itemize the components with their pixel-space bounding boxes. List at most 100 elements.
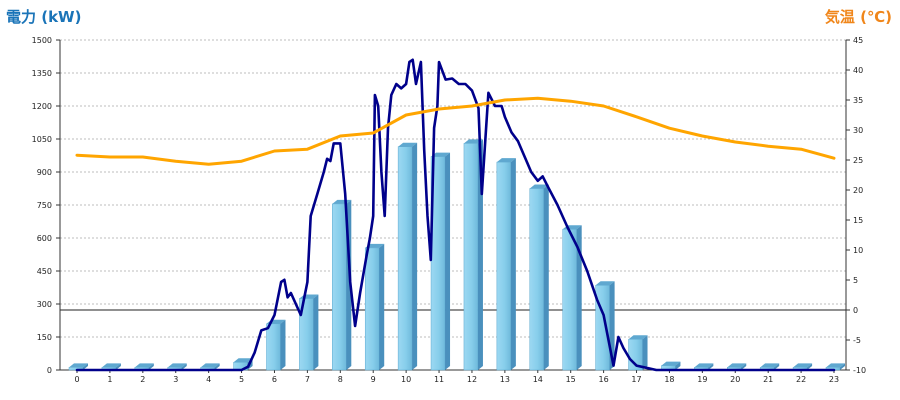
power-bar-top xyxy=(365,243,385,248)
y-left-tick-label: 1050 xyxy=(32,135,52,144)
x-tick-label: 11 xyxy=(434,375,444,384)
x-tick-label: 22 xyxy=(796,375,806,384)
power-bar xyxy=(266,323,281,371)
power-bar-top xyxy=(398,142,418,147)
y-left-tick-label: 150 xyxy=(37,333,52,342)
power-bar-side xyxy=(280,319,286,370)
left-axis-title: 電力 (kW) xyxy=(6,8,82,26)
power-bar-top xyxy=(793,363,813,368)
y-right-tick-label: 45 xyxy=(853,36,863,45)
y-left-tick-label: 1500 xyxy=(32,36,52,45)
power-bar-side xyxy=(379,243,385,370)
x-tick-label: 2 xyxy=(140,375,145,384)
y-right-tick-label: -5 xyxy=(853,336,861,345)
power-bar-top xyxy=(101,363,121,368)
x-tick-label: 5 xyxy=(239,375,244,384)
power-bar xyxy=(562,228,577,371)
x-tick-label: 4 xyxy=(206,375,211,384)
power-bar-side xyxy=(708,363,714,370)
x-tick-label: 20 xyxy=(730,375,740,384)
x-tick-label: 6 xyxy=(272,375,277,384)
power-bar-top xyxy=(167,363,187,368)
y-left-tick-label: 300 xyxy=(37,300,52,309)
y-left-tick-label: 0 xyxy=(47,366,52,375)
x-tick-label: 1 xyxy=(107,375,112,384)
power-bar-top xyxy=(496,158,516,163)
power-bar-side xyxy=(510,158,516,370)
y-left-tick-label: 750 xyxy=(37,201,52,210)
power-bar xyxy=(463,143,479,371)
x-tick-label: 17 xyxy=(631,375,641,384)
x-tick-label: 16 xyxy=(599,375,609,384)
y-right-tick-label: 20 xyxy=(853,186,863,195)
y-left-tick-label: 450 xyxy=(37,267,52,276)
power-bar-side xyxy=(543,184,549,370)
power-bar-top xyxy=(529,184,549,189)
power-bar xyxy=(529,188,545,371)
power-bar-side xyxy=(576,225,582,370)
power-bar-top xyxy=(431,152,451,157)
x-tick-label: 0 xyxy=(74,375,79,384)
y-right-tick-label: 15 xyxy=(853,216,863,225)
y-left-tick-label: 1200 xyxy=(32,102,52,111)
power-bar-top xyxy=(628,335,648,340)
power-bar-top xyxy=(69,363,88,368)
power-bar-side xyxy=(807,363,813,370)
power-line xyxy=(75,58,836,372)
y-left-tick-label: 1350 xyxy=(32,69,52,78)
power-bar-side xyxy=(675,361,681,370)
power-bar xyxy=(496,161,512,371)
power-bar-top xyxy=(661,361,681,366)
x-tick-label: 7 xyxy=(305,375,310,384)
power-bar xyxy=(397,146,413,371)
power-bar-side xyxy=(477,139,483,370)
power-bar-side xyxy=(181,363,187,370)
x-tick-label: 23 xyxy=(829,375,839,384)
power-bar-top xyxy=(694,363,714,368)
power-bar-top xyxy=(200,363,220,368)
power-bar-top xyxy=(826,363,845,368)
power-bar-side xyxy=(115,363,121,370)
power-bar-side xyxy=(774,363,780,370)
power-bar-top xyxy=(463,139,483,144)
power-bar-top xyxy=(595,281,615,286)
power-bar-side xyxy=(642,335,648,370)
power-bar xyxy=(364,247,380,371)
power-bar-side xyxy=(840,363,845,370)
right-axis-title: 気温 (℃) xyxy=(824,8,892,26)
temperature-line xyxy=(75,96,836,166)
x-tick-label: 21 xyxy=(763,375,773,384)
y-right-tick-label: 5 xyxy=(853,276,858,285)
y-right-tick-label: 25 xyxy=(853,156,863,165)
y-left-tick-label: 600 xyxy=(37,234,52,243)
y-right-tick-label: -10 xyxy=(853,366,866,375)
power-bar-top xyxy=(233,358,253,363)
x-tick-label: 13 xyxy=(500,375,510,384)
power-bar-top xyxy=(760,363,780,368)
x-tick-label: 14 xyxy=(533,375,543,384)
x-tick-label: 15 xyxy=(566,375,576,384)
y-right-tick-label: 10 xyxy=(853,246,863,255)
y-right-tick-label: 35 xyxy=(853,96,863,105)
power-bar xyxy=(332,203,347,371)
power-bar-side xyxy=(83,363,88,370)
x-tick-label: 8 xyxy=(338,375,343,384)
power-bar-side xyxy=(445,152,451,370)
power-bar-side xyxy=(412,142,418,370)
y-left-tick-label: 900 xyxy=(37,168,52,177)
x-tick-label: 12 xyxy=(467,375,477,384)
y-right-tick-label: 30 xyxy=(853,126,863,135)
x-tick-label: 3 xyxy=(173,375,178,384)
x-tick-label: 10 xyxy=(401,375,411,384)
y-right-tick-label: 40 xyxy=(853,66,863,75)
x-tick-label: 19 xyxy=(697,375,707,384)
x-tick-label: 18 xyxy=(664,375,674,384)
power-bar-side xyxy=(148,363,154,370)
power-bar-side xyxy=(313,294,319,370)
power-bar-top xyxy=(134,363,154,368)
x-tick-label: 9 xyxy=(371,375,376,384)
power-bar-side xyxy=(741,363,747,370)
y-right-tick-label: 0 xyxy=(853,306,858,315)
power-bar-top xyxy=(727,363,747,368)
